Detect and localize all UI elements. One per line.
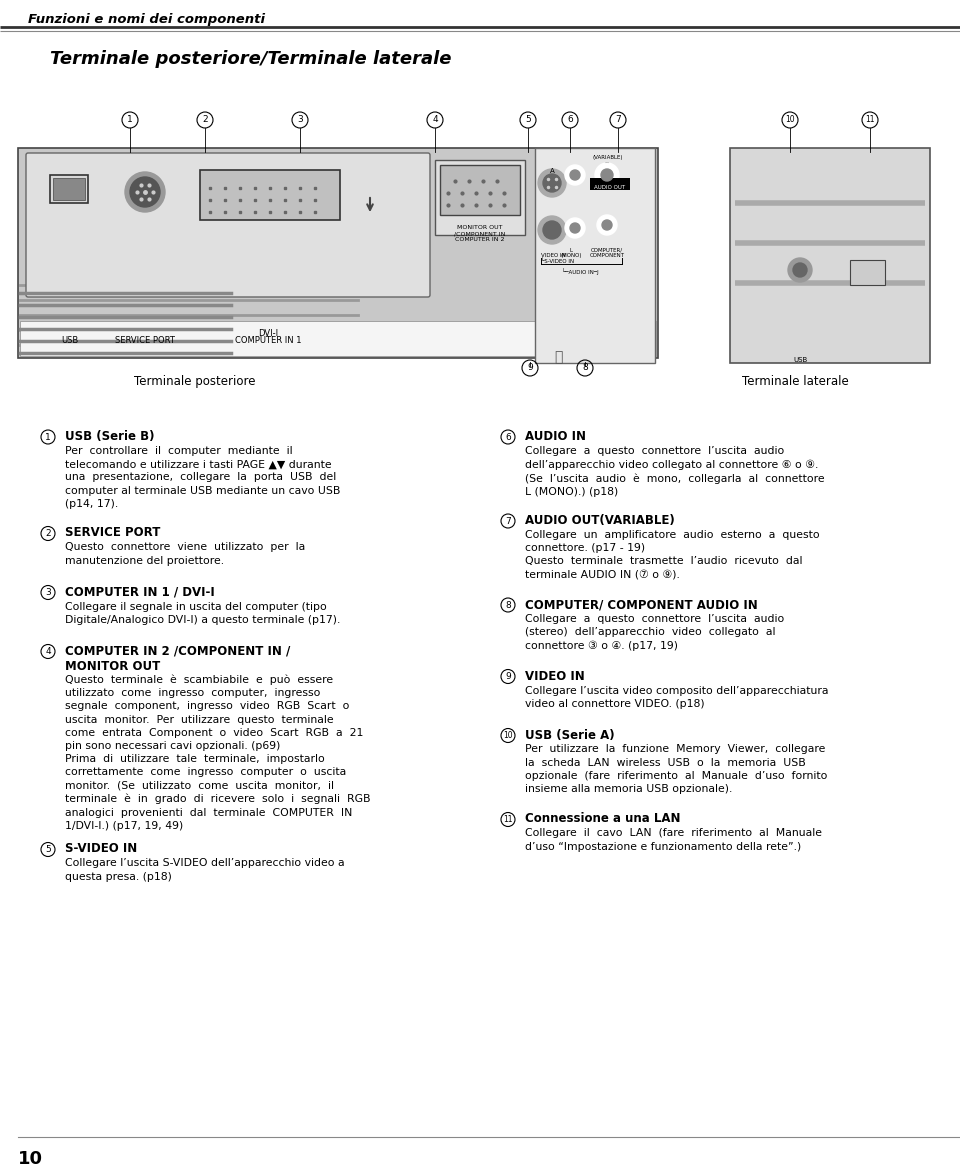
Text: COMPUTER IN 1: COMPUTER IN 1 xyxy=(235,336,301,345)
Circle shape xyxy=(793,263,807,277)
Text: 🔒: 🔒 xyxy=(554,350,563,364)
Bar xyxy=(18,148,658,357)
Bar xyxy=(535,148,655,363)
Text: 3: 3 xyxy=(298,116,302,124)
Bar xyxy=(730,148,930,363)
Text: Terminale posteriore/Terminale laterale: Terminale posteriore/Terminale laterale xyxy=(50,50,451,68)
Text: VIDEO IN: VIDEO IN xyxy=(525,669,585,682)
Text: Collegare  a  questo  connettore  l’uscita  audio
dell’apparecchio video collega: Collegare a questo connettore l’uscita a… xyxy=(525,447,825,497)
Text: 11: 11 xyxy=(865,116,875,124)
Text: Collegare  a  questo  connettore  l’uscita  audio
(stereo)  dell’apparecchio  vi: Collegare a questo connettore l’uscita a… xyxy=(525,614,784,650)
Text: (VARIABLE): (VARIABLE) xyxy=(592,155,623,161)
Text: AUDIO OUT: AUDIO OUT xyxy=(594,185,626,190)
Text: USB (Serie A): USB (Serie A) xyxy=(525,729,614,742)
Text: Collegare  un  amplificatore  audio  esterno  a  questo
connettore. (p17 - 19)
Q: Collegare un amplificatore audio esterno… xyxy=(525,530,820,580)
Circle shape xyxy=(570,223,580,233)
Text: 5: 5 xyxy=(45,845,51,854)
Text: (MONO): (MONO) xyxy=(561,253,582,258)
Text: 10: 10 xyxy=(18,1150,43,1168)
Text: A: A xyxy=(550,168,554,173)
Text: Questo  connettore  viene  utilizzato  per  la
manutenzione del proiettore.: Questo connettore viene utilizzato per l… xyxy=(65,543,305,566)
Text: COMPUTER IN 2: COMPUTER IN 2 xyxy=(455,237,505,241)
Text: 2: 2 xyxy=(203,116,207,124)
Text: COMPONENT: COMPONENT xyxy=(589,253,625,258)
Text: AUDIO OUT(VARIABLE): AUDIO OUT(VARIABLE) xyxy=(525,515,675,527)
FancyBboxPatch shape xyxy=(440,165,520,214)
Text: Questo  terminale  è  scambiabile  e  può  essere
utilizzato  come  ingresso  co: Questo terminale è scambiabile e può ess… xyxy=(65,675,371,831)
Text: 4: 4 xyxy=(432,116,438,124)
Text: 1: 1 xyxy=(45,432,51,442)
Circle shape xyxy=(597,214,617,236)
Text: COMPUTER IN 1 / DVI-I: COMPUTER IN 1 / DVI-I xyxy=(65,586,215,599)
Text: R: R xyxy=(605,162,610,168)
Circle shape xyxy=(538,169,566,197)
Text: └S-VIDEO IN: └S-VIDEO IN xyxy=(541,258,574,264)
Text: Per  controllare  il  computer  mediante  il
telecomando e utilizzare i tasti PA: Per controllare il computer mediante il … xyxy=(65,447,341,509)
Text: 6: 6 xyxy=(505,432,511,442)
Text: Connessione a una LAN: Connessione a una LAN xyxy=(525,812,681,825)
Text: Collegare l’uscita video composito dell’apparecchiatura
video al connettore VIDE: Collegare l’uscita video composito dell’… xyxy=(525,686,828,709)
FancyBboxPatch shape xyxy=(50,175,88,203)
Bar xyxy=(435,161,525,236)
Text: USB: USB xyxy=(61,336,79,345)
Text: AUDIO IN: AUDIO IN xyxy=(525,430,586,443)
Text: 6: 6 xyxy=(567,116,573,124)
Text: Terminale laterale: Terminale laterale xyxy=(742,375,849,388)
FancyBboxPatch shape xyxy=(200,170,340,220)
Text: 5: 5 xyxy=(525,116,531,124)
Circle shape xyxy=(788,258,812,282)
Text: USB (Serie B): USB (Serie B) xyxy=(65,430,155,443)
Bar xyxy=(590,178,630,190)
Bar xyxy=(53,178,85,200)
Circle shape xyxy=(130,177,160,207)
Text: └─AUDIO IN─J: └─AUDIO IN─J xyxy=(562,268,598,275)
Text: Funzioni e nomi dei componenti: Funzioni e nomi dei componenti xyxy=(28,13,265,26)
Text: 10: 10 xyxy=(785,116,795,124)
Text: /COMPONENT IN: /COMPONENT IN xyxy=(454,231,506,236)
Text: Terminale posteriore: Terminale posteriore xyxy=(134,375,255,388)
Text: COMPUTER IN 2 /COMPONENT IN /
MONITOR OUT: COMPUTER IN 2 /COMPONENT IN / MONITOR OU… xyxy=(65,645,290,673)
Text: SERVICE PORT: SERVICE PORT xyxy=(115,336,175,345)
Text: 1: 1 xyxy=(127,116,132,124)
Bar xyxy=(850,260,885,285)
Text: MONITOR OUT: MONITOR OUT xyxy=(457,225,503,230)
Text: VIDEO IN: VIDEO IN xyxy=(541,253,565,258)
Text: USB: USB xyxy=(793,357,807,363)
Circle shape xyxy=(602,220,612,230)
Text: Collegare  il  cavo  LAN  (fare  riferimento  al  Manuale
d’uso “Impostazione e : Collegare il cavo LAN (fare riferimento … xyxy=(525,829,822,852)
Circle shape xyxy=(595,163,619,188)
Text: 7: 7 xyxy=(615,116,621,124)
Text: DVI-I: DVI-I xyxy=(258,329,278,338)
Circle shape xyxy=(543,222,561,239)
Circle shape xyxy=(565,165,585,185)
Text: Collegare l’uscita S-VIDEO dell’apparecchio video a
questa presa. (p18): Collegare l’uscita S-VIDEO dell’apparecc… xyxy=(65,859,345,881)
Text: 3: 3 xyxy=(45,588,51,597)
Circle shape xyxy=(570,170,580,180)
Text: S-VIDEO IN: S-VIDEO IN xyxy=(65,843,137,856)
Text: 4: 4 xyxy=(45,647,51,656)
Circle shape xyxy=(538,216,566,244)
Bar xyxy=(0,100,960,380)
Text: COMPUTER/ COMPONENT AUDIO IN: COMPUTER/ COMPONENT AUDIO IN xyxy=(525,598,757,611)
Text: 8: 8 xyxy=(582,363,588,373)
Text: Collegare il segnale in uscita del computer (tipo
Digitale/Analogico DVI-I) a qu: Collegare il segnale in uscita del compu… xyxy=(65,601,341,625)
Circle shape xyxy=(601,169,613,180)
Text: 11: 11 xyxy=(503,815,513,824)
Text: Per  utilizzare  la  funzione  Memory  Viewer,  collegare
la  scheda  LAN  wirel: Per utilizzare la funzione Memory Viewer… xyxy=(525,744,828,795)
Text: 9: 9 xyxy=(527,363,533,373)
Text: 2: 2 xyxy=(45,529,51,538)
Text: 8: 8 xyxy=(505,600,511,609)
Text: L: L xyxy=(569,248,572,253)
Text: 10: 10 xyxy=(503,731,513,740)
Text: SERVICE PORT: SERVICE PORT xyxy=(65,526,160,539)
Text: 7: 7 xyxy=(505,517,511,525)
Circle shape xyxy=(565,218,585,238)
Text: 9: 9 xyxy=(505,672,511,681)
FancyBboxPatch shape xyxy=(26,154,430,297)
Circle shape xyxy=(125,172,165,212)
Bar xyxy=(20,321,656,356)
Circle shape xyxy=(543,173,561,192)
Text: COMPUTER/: COMPUTER/ xyxy=(591,248,623,253)
